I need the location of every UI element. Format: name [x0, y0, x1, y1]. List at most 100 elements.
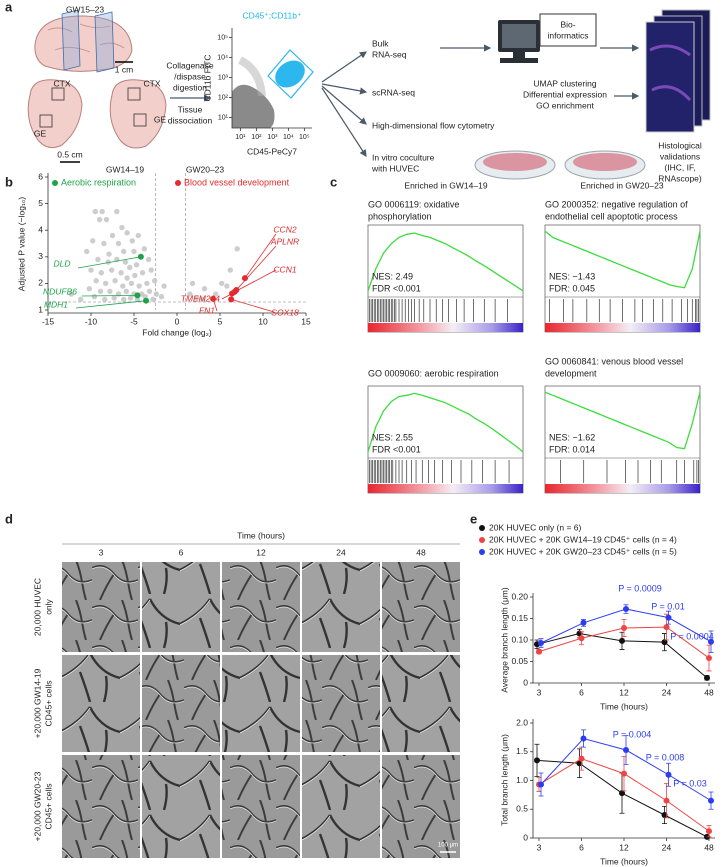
data-point — [619, 790, 625, 797]
data-point — [112, 278, 118, 284]
data-point — [131, 248, 137, 255]
legend-label: 20K HUVEC + 20K GW14–19 CD45⁺ cells (n =… — [489, 534, 677, 544]
region-label: GE — [154, 114, 167, 124]
data-point — [86, 286, 92, 292]
data-point — [88, 267, 94, 273]
region-label: GE — [34, 128, 47, 138]
petri-dishes — [474, 150, 646, 180]
x-tick-label: 3 — [537, 842, 542, 852]
y-tick-label: 0.20 — [511, 591, 528, 601]
y-tick-label: 5 — [38, 198, 43, 208]
data-point — [144, 280, 150, 287]
data-point — [98, 270, 105, 276]
p-value: P = 0.0009 — [618, 583, 662, 593]
data-point — [538, 640, 544, 647]
y-tick-label: 2.0 — [516, 717, 528, 727]
y-tick-label: 1.5 — [516, 746, 528, 756]
gene-label: SOX18 — [271, 307, 299, 317]
data-point — [621, 770, 627, 777]
data-point — [114, 208, 120, 215]
validation-label: RNAscope) — [658, 173, 702, 183]
method-label: High-dimensional flow cytometry — [372, 120, 495, 130]
data-point — [663, 797, 670, 804]
data-point — [120, 283, 126, 289]
data-point — [580, 735, 587, 742]
data-point — [123, 288, 129, 295]
age-label: GW15–23 — [66, 4, 105, 14]
legend-label: Blood vessel development — [184, 177, 290, 187]
data-point — [661, 812, 668, 818]
rank-colorbar — [368, 484, 523, 493]
x-tick-label: 6 — [579, 842, 584, 852]
y-tick-label: 0.5 — [516, 804, 528, 814]
flow-plot-density — [232, 49, 314, 128]
x-axis-label: Time (hours) — [600, 701, 648, 711]
group-label: GW20–23 — [186, 164, 225, 174]
computer-label: Bio- — [560, 19, 575, 29]
data-point — [101, 240, 107, 247]
data-point — [68, 291, 74, 297]
x-tick-label: 10¹ — [235, 134, 246, 141]
enrichment-curve — [544, 230, 701, 289]
validation-label: Histological — [658, 140, 702, 150]
data-point — [124, 230, 130, 236]
y-tick-label: 0.15 — [511, 613, 528, 623]
micrograph — [142, 562, 220, 652]
axis — [231, 28, 312, 129]
data-point — [99, 208, 105, 215]
data-point — [534, 757, 540, 764]
nes-label: NES: 2.49 — [372, 271, 413, 281]
analysis-label: UMAP clustering — [533, 78, 596, 88]
data-point — [148, 267, 154, 273]
x-tick-label: 10² — [251, 134, 262, 141]
enrichment-curve — [367, 232, 524, 292]
enrichment-curve — [544, 391, 701, 450]
data-point — [189, 280, 196, 287]
method-label: Bulk — [372, 38, 389, 48]
legend-marker — [52, 180, 58, 186]
y-tick-label: 1 — [38, 304, 43, 314]
data-point — [103, 216, 110, 223]
y-tick-label: 2 — [38, 278, 43, 288]
data-point — [109, 232, 116, 239]
y-tick-label: 0.05 — [511, 656, 528, 666]
y-tick-label: 10³ — [218, 74, 229, 81]
flow-title: CD45⁺;CD11b⁺ — [243, 10, 302, 20]
row-label: 20,000 HUVEC — [32, 578, 42, 636]
micrograph — [382, 755, 460, 858]
gene-label: CCN2 — [273, 224, 296, 234]
legend-label: 20K HUVEC only (n = 6) — [489, 522, 582, 532]
gene-label: TMEM204 — [181, 293, 220, 303]
row-label: +20,000 GW14-19 — [32, 668, 42, 738]
data-point — [97, 288, 104, 295]
p-value: P = 0.004 — [613, 729, 652, 739]
y-tick-label: 10² — [218, 94, 229, 101]
axis — [47, 173, 306, 314]
panel-label: b — [5, 174, 13, 189]
row-label: CD45+ cells — [43, 783, 53, 829]
legend-marker — [175, 180, 181, 186]
x-tick-label: 0 — [175, 316, 180, 326]
legend-marker — [479, 525, 485, 531]
fdr-label: FDR <0.001 — [372, 444, 421, 454]
column-label: 48 — [416, 547, 426, 557]
group-label: GW14–19 — [106, 164, 145, 174]
fdr-label: FDR: 0.014 — [549, 444, 595, 454]
fdr-label: FDR <0.001 — [372, 283, 421, 293]
label-leader — [234, 269, 277, 293]
micrograph — [62, 755, 140, 858]
data-point — [111, 295, 117, 301]
data-point — [224, 283, 230, 289]
process-arrows — [170, 44, 640, 158]
row-label: +20,000 GW20-23 — [32, 771, 42, 841]
gsea-title: phosphorylation — [368, 211, 432, 221]
data-point — [706, 655, 712, 662]
gsea-title: development — [545, 368, 597, 378]
step-label: Collagenase — [166, 60, 214, 70]
micrograph — [222, 655, 300, 752]
data-point — [93, 278, 99, 284]
x-tick-label: 10⁵ — [299, 134, 310, 141]
x-tick-label: 5 — [218, 316, 223, 326]
gene-label: FN1 — [199, 305, 215, 315]
data-point — [619, 637, 625, 644]
